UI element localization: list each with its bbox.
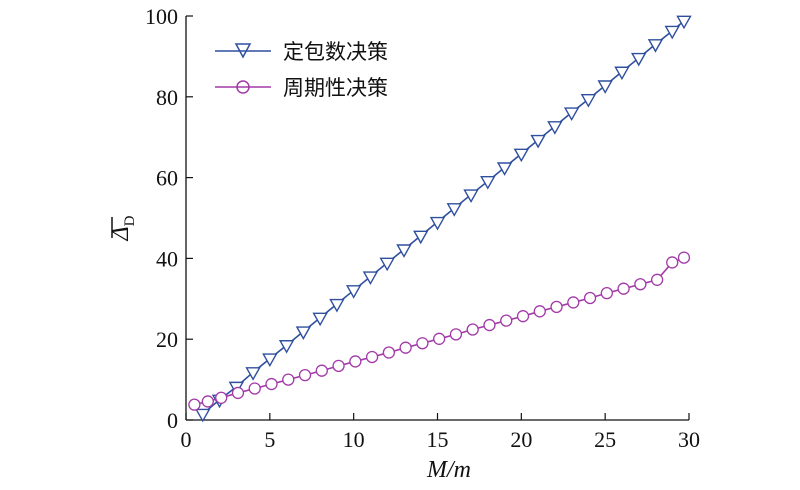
data-point-triangle [245, 367, 261, 381]
data-point-triangle [513, 148, 530, 163]
data-point-triangle [312, 312, 328, 327]
data-point-triangle [362, 271, 379, 286]
data-point-circle [332, 359, 345, 373]
y-axis-label-main: Δ [108, 226, 134, 241]
data-point-circle [382, 346, 396, 359]
data-point-triangle [597, 80, 613, 94]
data-point-circle [617, 282, 630, 295]
x-tick-label: 5 [264, 427, 275, 452]
data-point-triangle [429, 216, 446, 231]
x-tick-label: 20 [510, 427, 532, 452]
data-point-triangle [614, 66, 630, 81]
series-layer [188, 15, 692, 423]
y-tick-label: 20 [156, 327, 178, 352]
y-axis-ticks: 0 20 40 60 80 100 [145, 4, 193, 433]
series-2 [188, 251, 691, 411]
data-point-circle [533, 305, 546, 318]
x-tick-label: 30 [678, 427, 700, 452]
x-tick-label: 15 [427, 427, 449, 452]
data-point-circle [483, 318, 496, 332]
series-1 [195, 15, 692, 423]
data-point-triangle [631, 52, 647, 67]
y-tick-label: 80 [156, 85, 178, 110]
data-point-triangle [345, 285, 362, 299]
data-point-circle [298, 369, 312, 382]
legend-label-series-1: 定包数决策 [283, 40, 388, 64]
data-point-circle [550, 300, 563, 314]
data-point-triangle [530, 134, 546, 149]
x-axis-label: M/m [426, 457, 471, 483]
data-point-triangle [396, 244, 412, 258]
legend-marker-circle [236, 80, 250, 94]
data-point-circle [634, 278, 647, 291]
x-axis-ticks: 0 5 10 15 20 25 30 [181, 413, 700, 452]
data-point-circle [567, 296, 580, 309]
data-point-triangle [647, 39, 664, 53]
data-point-circle [365, 350, 379, 364]
data-point-triangle [563, 107, 580, 121]
data-point-circle [466, 323, 479, 336]
data-point-circle [600, 286, 613, 300]
data-point-triangle [480, 176, 496, 190]
x-tick-label: 0 [181, 427, 192, 452]
data-point-circle [677, 251, 691, 264]
data-point-triangle [547, 121, 563, 135]
data-point-circle [583, 291, 597, 305]
data-point-circle [349, 355, 362, 368]
data-point-triangle [446, 203, 462, 217]
data-point-circle [201, 395, 214, 408]
data-point-circle [231, 386, 245, 400]
data-point-circle [500, 314, 513, 327]
legend: 定包数决策 周期性决策 [215, 40, 388, 100]
data-point-circle [215, 391, 228, 404]
data-point-circle [433, 332, 446, 345]
data-point-circle [248, 382, 261, 395]
data-point-triangle [295, 326, 312, 340]
data-point-triangle [463, 189, 479, 203]
legend-marker-triangle-down [234, 43, 252, 59]
data-point-triangle [580, 94, 597, 108]
x-tick-label: 25 [594, 427, 616, 452]
legend-label-series-2: 周期性决策 [283, 76, 388, 100]
data-point-triangle [278, 340, 295, 354]
data-point-triangle [195, 408, 211, 423]
data-point-circle [516, 310, 530, 323]
data-point-triangle [496, 162, 513, 176]
data-point-triangle [329, 298, 345, 313]
data-point-circle [666, 256, 679, 269]
data-point-triangle [664, 25, 680, 40]
data-point-circle [188, 398, 201, 411]
y-tick-label: 60 [156, 166, 178, 191]
data-point-circle [449, 328, 463, 341]
x-tick-label: 10 [343, 427, 365, 452]
y-tick-label: 100 [145, 4, 178, 29]
y-axis-label: ΔD [108, 215, 138, 241]
data-point-triangle [379, 257, 395, 272]
data-point-circle [416, 337, 429, 350]
y-tick-label: 0 [167, 408, 178, 433]
data-point-circle [315, 364, 328, 377]
data-point-circle [399, 341, 412, 354]
y-axis-label-subscript: D [122, 215, 138, 226]
data-point-circle [650, 273, 664, 286]
data-point-circle [282, 373, 295, 386]
data-point-triangle [413, 230, 429, 245]
data-point-triangle [262, 353, 278, 368]
data-point-circle [265, 377, 278, 391]
y-tick-label: 40 [156, 246, 178, 271]
data-point-triangle [676, 15, 692, 30]
